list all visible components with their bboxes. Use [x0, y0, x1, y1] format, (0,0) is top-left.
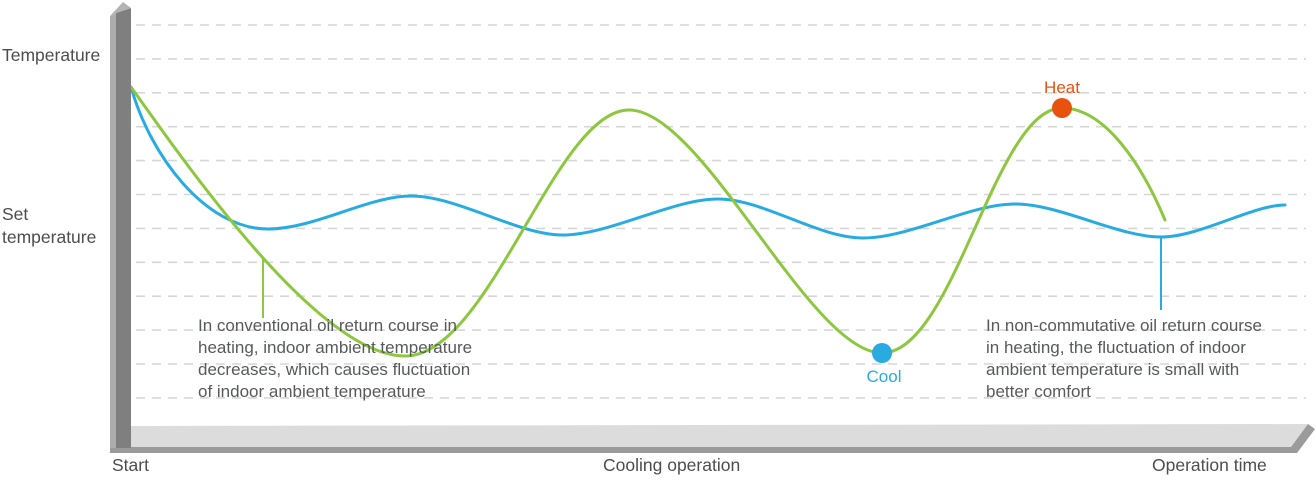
annotation-non-commutative-line-1: In non-commutative oil return course: [986, 316, 1262, 335]
x-axis-bar: [110, 424, 1315, 453]
cool-marker-dot: [872, 343, 892, 363]
y-axis-label-set-temperature: Set temperature: [2, 204, 97, 247]
x-axis-face-dark: [110, 424, 1315, 453]
markers-group: [872, 98, 1072, 363]
y-axis-face-dark: [116, 8, 131, 448]
gridlines-group: [136, 24, 1306, 399]
y-axis-top-bevel: [110, 2, 131, 16]
heat-marker-label: Heat: [1044, 78, 1080, 97]
x-axis-label-cooling-operation: Cooling operation: [603, 455, 741, 475]
annotation-conventional-line-2: heating, indoor ambient temperature: [198, 338, 473, 357]
x-axis-face-light: [110, 424, 1308, 447]
series-curve-0: [129, 85, 1287, 240]
x-axis-label-start: Start: [112, 455, 149, 475]
heat-marker-dot: [1052, 98, 1072, 118]
cool-marker-label: Cool: [866, 367, 902, 386]
y-axis-bar: [110, 2, 131, 448]
y-axis-label-temperature: Temperature: [2, 45, 101, 65]
annotation-non-commutative-line-4: better comfort: [986, 382, 1091, 401]
x-axis-label-operation-time: Operation time: [1152, 455, 1267, 475]
annotation-conventional-line-3: decreases, which causes fluctuation: [198, 360, 471, 379]
y-axis-highlight: [110, 13, 116, 448]
annotation-non-commutative: In non-commutative oil return course in …: [986, 315, 1262, 403]
annotation-conventional-line-1: In conventional oil return course in: [198, 316, 457, 335]
annotation-non-commutative-line-2: in heating, the fluctuation of indoor: [986, 338, 1246, 357]
callout-lines-group: [262, 237, 1162, 318]
annotation-conventional: In conventional oil return course in hea…: [198, 315, 472, 403]
annotation-non-commutative-line-3: ambient temperature is small with: [986, 360, 1240, 379]
annotation-conventional-line-4: of indoor ambient temperature: [198, 382, 426, 401]
